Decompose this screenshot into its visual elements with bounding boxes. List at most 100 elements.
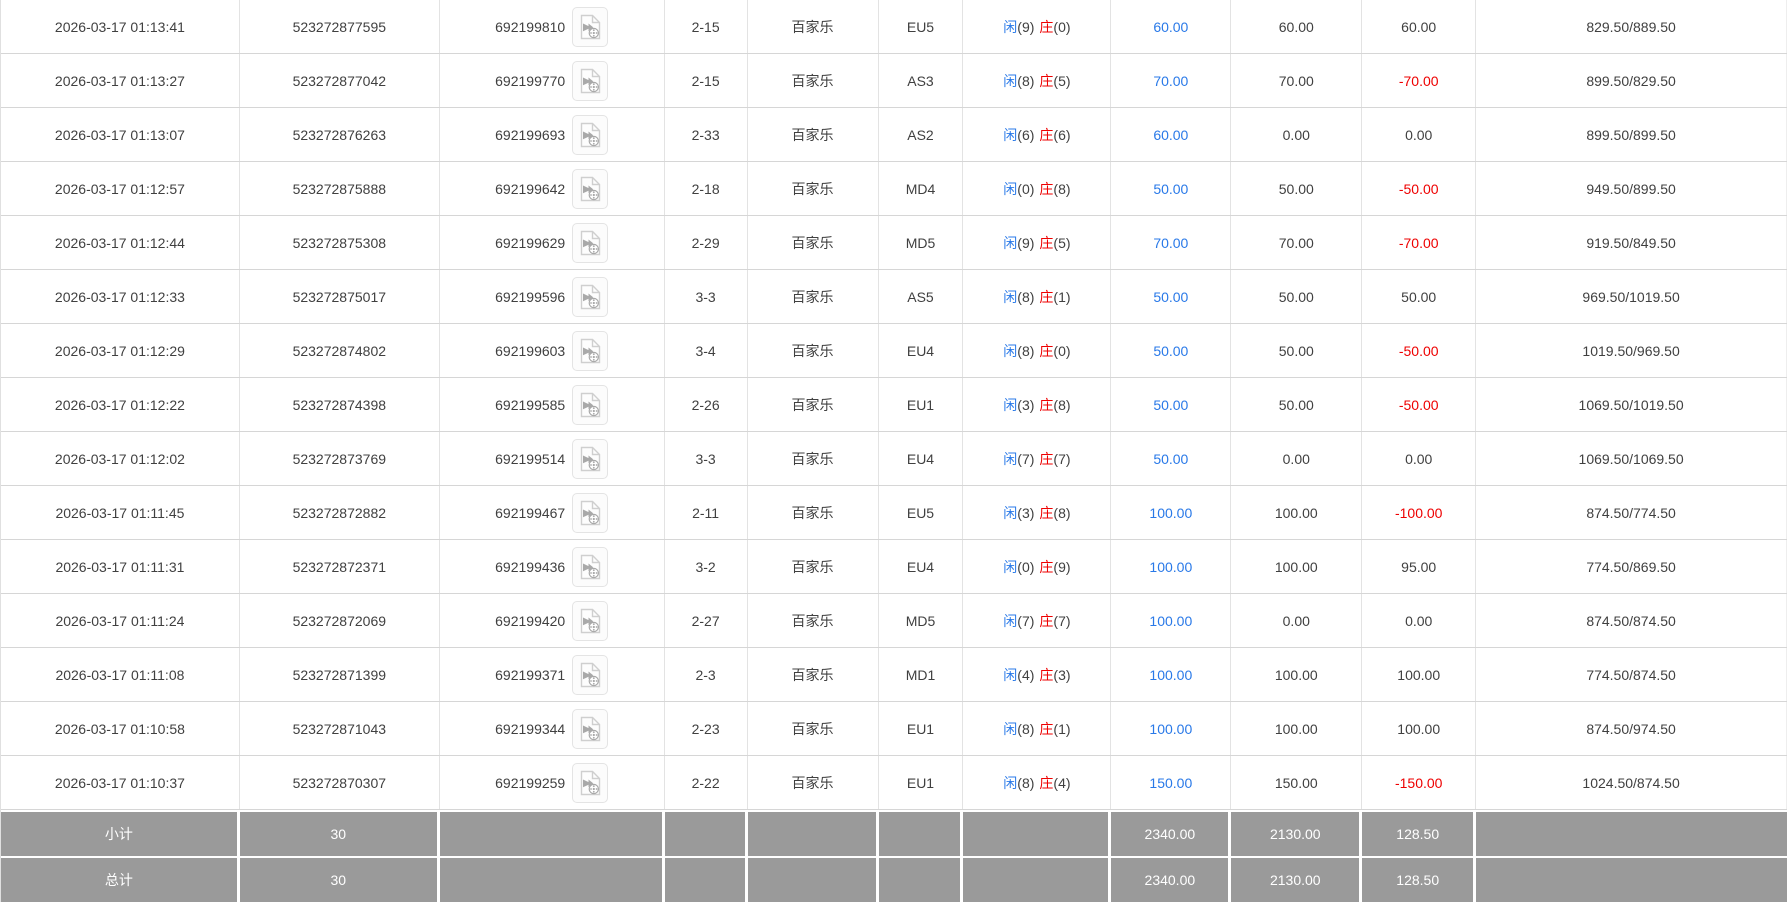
video-replay-button[interactable]	[572, 600, 609, 641]
video-replay-button[interactable]	[572, 168, 609, 209]
banker-label: 庄	[1039, 288, 1054, 305]
video-replay-button[interactable]	[572, 654, 609, 695]
video-replay-button[interactable]	[572, 438, 609, 479]
bet-amount-cell: 70.00	[1111, 54, 1232, 107]
video-replay-button[interactable]	[572, 708, 609, 749]
summary-empty-cell	[878, 812, 964, 856]
table-code: EU5	[879, 0, 964, 53]
video-replay-icon	[580, 770, 600, 795]
video-replay-icon	[580, 176, 600, 201]
game-result: 闲 (8) 庄 (0)	[963, 324, 1112, 377]
game-result: 闲 (0) 庄 (8)	[963, 162, 1112, 215]
bet-amount-link[interactable]: 100.00	[1149, 558, 1193, 575]
game-number-cell: 692199436	[440, 540, 665, 593]
balance-before-after: 874.50/774.50	[1476, 486, 1787, 539]
table-code: AS2	[879, 108, 964, 161]
summary-bet-total: 2340.00	[1111, 812, 1232, 856]
valid-amount: 50.00	[1231, 324, 1363, 377]
game-number-cell: 692199371	[440, 648, 665, 701]
table-row: 2026-03-17 01:12:22 523272874398 6921995…	[1, 378, 1787, 432]
video-replay-button[interactable]	[572, 384, 609, 425]
win-loss: 60.00	[1362, 0, 1477, 53]
banker-label: 庄	[1039, 396, 1054, 413]
bet-amount-link[interactable]: 60.00	[1153, 18, 1189, 35]
bet-amount-link[interactable]: 100.00	[1149, 504, 1193, 521]
table-round: 2-29	[665, 216, 748, 269]
balance-before-after: 1024.50/874.50	[1476, 756, 1787, 809]
bet-amount-link[interactable]: 100.00	[1149, 612, 1193, 629]
video-replay-button[interactable]	[572, 492, 609, 533]
game-number-cell: 692199259	[440, 756, 665, 809]
summary-empty-cell	[747, 858, 879, 902]
bet-amount-link[interactable]: 70.00	[1153, 72, 1189, 89]
game-type: 百家乐	[748, 324, 879, 377]
banker-label: 庄	[1039, 342, 1054, 359]
bet-amount-link[interactable]: 50.00	[1153, 396, 1189, 413]
summary-valid-total: 2130.00	[1231, 812, 1363, 856]
bet-amount-link[interactable]: 50.00	[1153, 450, 1189, 467]
bet-amount-link[interactable]: 60.00	[1153, 126, 1189, 143]
bet-id: 523272874802	[240, 324, 440, 377]
bet-amount-link[interactable]: 150.00	[1149, 774, 1193, 791]
video-replay-icon	[580, 338, 600, 363]
video-replay-icon	[580, 716, 600, 741]
video-replay-button[interactable]	[572, 60, 609, 101]
bet-amount-link[interactable]: 50.00	[1153, 180, 1189, 197]
balance-before-after: 899.50/899.50	[1476, 108, 1787, 161]
win-loss: 0.00	[1362, 108, 1477, 161]
bet-time: 2026-03-17 01:13:41	[1, 0, 240, 53]
player-label: 闲	[1003, 558, 1018, 575]
game-result: 闲 (7) 庄 (7)	[963, 594, 1112, 647]
win-loss: -70.00	[1362, 54, 1477, 107]
win-loss: 100.00	[1362, 702, 1477, 755]
game-number-cell: 692199629	[440, 216, 665, 269]
game-number-cell: 692199770	[440, 54, 665, 107]
video-replay-icon	[580, 608, 600, 633]
video-replay-button[interactable]	[572, 330, 609, 371]
video-replay-button[interactable]	[572, 6, 609, 47]
video-replay-button[interactable]	[572, 114, 609, 155]
valid-amount: 0.00	[1231, 108, 1363, 161]
bet-amount-link[interactable]: 100.00	[1149, 666, 1193, 683]
balance-before-after: 1069.50/1069.50	[1476, 432, 1787, 485]
game-result: 闲 (3) 庄 (8)	[963, 486, 1112, 539]
win-loss: -100.00	[1362, 486, 1477, 539]
game-type: 百家乐	[748, 702, 879, 755]
summary-empty-cell	[664, 812, 748, 856]
table-code: EU5	[879, 486, 964, 539]
bet-id: 523272872882	[240, 486, 440, 539]
bet-amount-link[interactable]: 100.00	[1149, 720, 1193, 737]
video-replay-button[interactable]	[572, 762, 609, 803]
bet-time: 2026-03-17 01:13:27	[1, 54, 240, 107]
video-replay-button[interactable]	[572, 546, 609, 587]
game-type: 百家乐	[748, 486, 879, 539]
banker-label: 庄	[1039, 558, 1054, 575]
balance-before-after: 874.50/974.50	[1476, 702, 1787, 755]
bet-amount-link[interactable]: 50.00	[1153, 288, 1189, 305]
table-row: 2026-03-17 01:12:02 523272873769 6921995…	[1, 432, 1787, 486]
bet-time: 2026-03-17 01:11:45	[1, 486, 240, 539]
table-code: MD5	[879, 594, 964, 647]
bet-amount-link[interactable]: 50.00	[1153, 342, 1189, 359]
bet-id: 523272872069	[240, 594, 440, 647]
banker-label: 庄	[1039, 18, 1054, 35]
video-replay-button[interactable]	[572, 276, 609, 317]
win-loss: 95.00	[1362, 540, 1477, 593]
table-row: 2026-03-17 01:11:45 523272872882 6921994…	[1, 486, 1787, 540]
summary-empty-cell	[747, 812, 879, 856]
valid-amount: 60.00	[1231, 0, 1363, 53]
video-replay-button[interactable]	[572, 222, 609, 263]
bet-amount-link[interactable]: 70.00	[1153, 234, 1189, 251]
bet-time: 2026-03-17 01:12:44	[1, 216, 240, 269]
bet-id: 523272875017	[240, 270, 440, 323]
summary-count: 30	[239, 812, 440, 856]
bet-amount-cell: 50.00	[1111, 324, 1232, 377]
table-row: 2026-03-17 01:11:24 523272872069 6921994…	[1, 594, 1787, 648]
table-row: 2026-03-17 01:13:41 523272877595 6921998…	[1, 0, 1787, 54]
video-replay-icon	[580, 284, 600, 309]
table-row: 2026-03-17 01:12:44 523272875308 6921996…	[1, 216, 1787, 270]
valid-amount: 70.00	[1231, 216, 1363, 269]
banker-label: 庄	[1039, 612, 1054, 629]
bet-time: 2026-03-17 01:11:08	[1, 648, 240, 701]
bet-time: 2026-03-17 01:12:33	[1, 270, 240, 323]
